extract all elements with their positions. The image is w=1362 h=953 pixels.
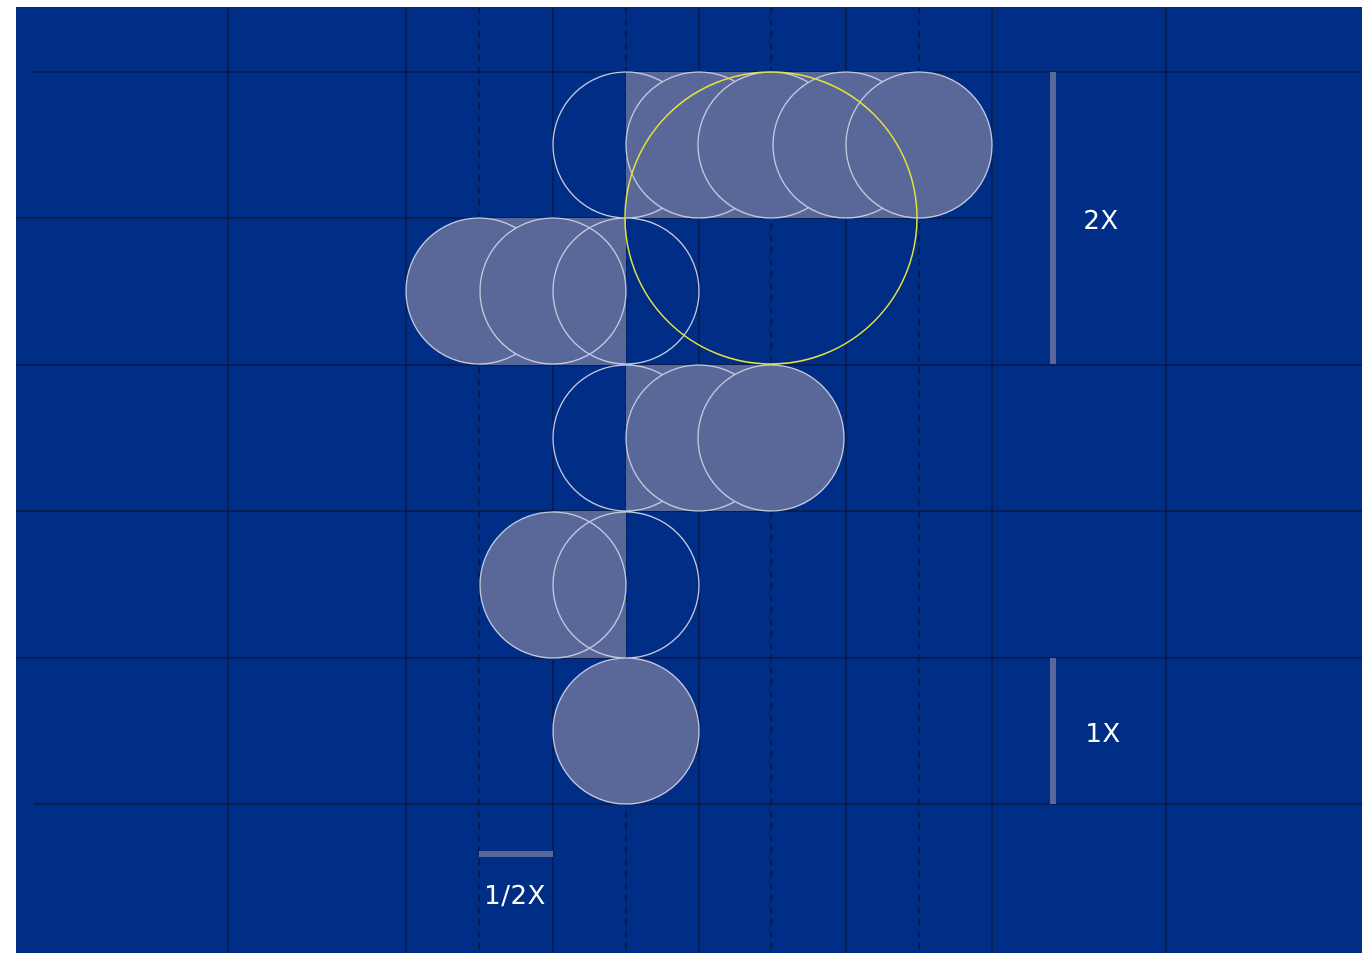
scale-bar-2x [1050,72,1056,364]
filled-circle [697,364,845,512]
outline-circle [552,217,700,365]
scale-label-2x: 2X [1083,206,1118,236]
scale-bar-1x [1050,658,1056,804]
construction-circles [405,71,993,805]
filled-circle [845,71,993,219]
scale-bar-half-x [479,851,553,857]
highlight-circle-outline [624,71,918,365]
scale-label-half-x: 1/2X [484,881,546,911]
filled-circle [552,657,700,805]
scale-label-1x: 1X [1085,719,1120,749]
scale-bars [479,72,1056,857]
